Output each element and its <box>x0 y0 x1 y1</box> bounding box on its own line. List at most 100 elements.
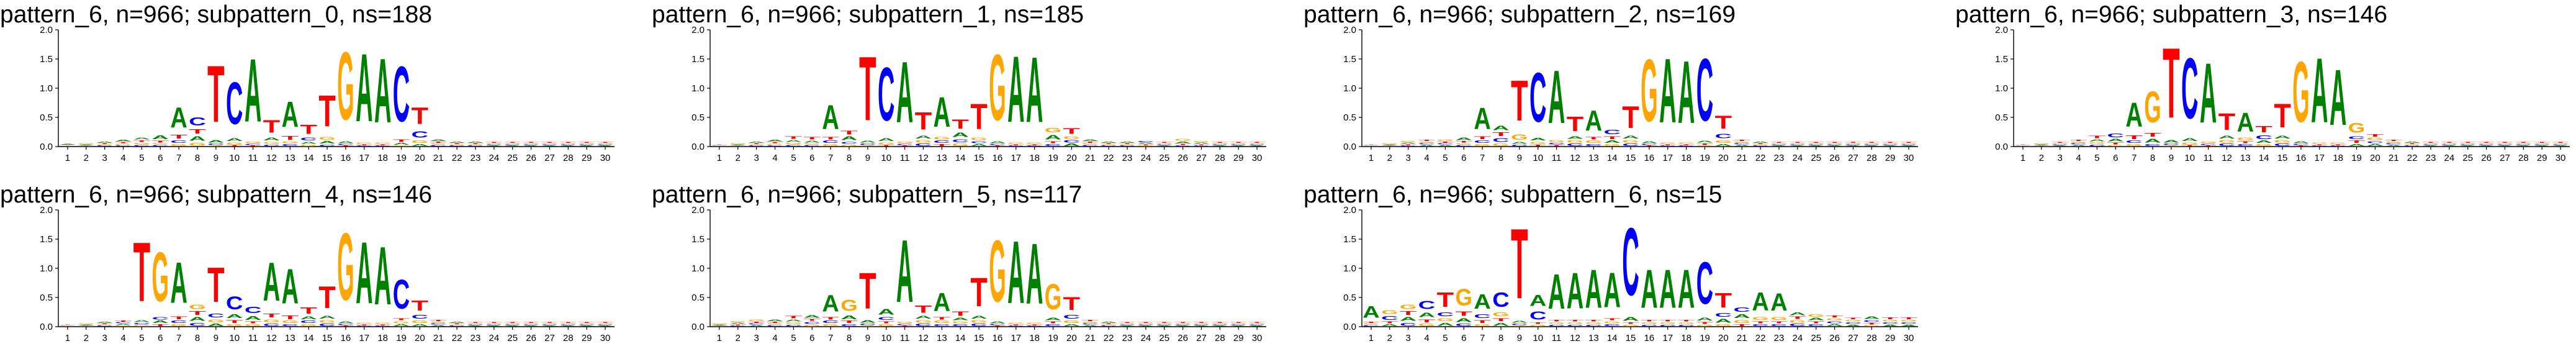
logo-letter-a: A <box>1381 144 1398 145</box>
logo-letter-glyph: G <box>96 324 113 325</box>
logo-letter-g: G <box>2200 142 2217 144</box>
y-tick-label: 1.5 <box>1995 54 2008 65</box>
logo-letter-glyph: A <box>711 324 727 325</box>
logo-letter-c: C <box>263 323 280 327</box>
logo-letter-a: A <box>1529 137 1546 142</box>
logo-letter-g: G <box>1715 324 1732 327</box>
logo-panel-subpattern-4: pattern_6, n=966; subpattern_4, ns=146 0… <box>0 180 621 354</box>
logo-letter-glyph: G <box>934 320 950 324</box>
logo-letter-a: A <box>1752 288 1768 316</box>
y-tick-label: 0.0 <box>691 142 705 152</box>
logo-letter-a: A <box>1082 325 1099 327</box>
logo-letter-glyph: C <box>2292 143 2309 145</box>
logo-letter-c: C <box>282 324 299 327</box>
logo-letter-c: C <box>952 324 968 327</box>
logo-letter-c: C <box>1770 324 1787 327</box>
logo-letter-g: G <box>1845 320 1862 322</box>
logo-letter-glyph: G <box>170 143 187 147</box>
y-tick-label: 1.0 <box>1995 83 2008 94</box>
logo-letter-c: C <box>729 325 746 327</box>
x-tick-label: 6 <box>2113 153 2118 163</box>
logo-letter-a: A <box>170 251 187 316</box>
logo-letter-g: G <box>1678 142 1695 144</box>
logo-letter-glyph: A <box>989 141 1006 144</box>
logo-letter-glyph: A <box>2311 39 2328 142</box>
logo-letter-c: C <box>1900 322 1917 325</box>
logo-letter-glyph: G <box>840 144 857 147</box>
logo-letter-glyph: T <box>1548 145 1565 147</box>
x-tick-label: 27 <box>544 153 555 163</box>
logo-letter-glyph: C <box>2311 145 2328 147</box>
logo-letter-t: T <box>189 311 206 316</box>
logo-letter-glyph: C <box>1456 145 1472 147</box>
logo-letter-glyph: T <box>356 324 373 325</box>
logo-letter-glyph: C <box>970 141 987 144</box>
logo-letter-g: G <box>785 142 802 145</box>
logo-letter-glyph: G <box>578 323 595 324</box>
logo-letter-a: A <box>1548 55 1565 140</box>
logo-letter-glyph: T <box>952 117 969 131</box>
logo-letter-g: G <box>2403 144 2420 145</box>
logo-letter-a: A <box>523 145 539 147</box>
logo-letter-glyph: A <box>152 134 169 140</box>
x-tick-label: 4 <box>120 153 125 163</box>
logo-letter-glyph: C <box>711 326 727 327</box>
logo-letter-t: T <box>318 86 335 136</box>
logo-letter-glyph: G <box>1881 320 1898 322</box>
logo-letter-g: G <box>282 141 299 144</box>
logo-letter-a: A <box>2089 139 2105 142</box>
logo-letter-glyph: C <box>2125 140 2142 144</box>
logo-letter-glyph: A <box>1212 325 1228 327</box>
logo-letter-a: A <box>374 229 391 322</box>
logo-letter-g: G <box>1641 41 1657 141</box>
logo-letter-glyph: T <box>2330 144 2347 145</box>
logo-letter-a: A <box>729 144 746 145</box>
logo-letter-c: C <box>2255 134 2272 140</box>
logo-letter-glyph: G <box>2533 143 2550 144</box>
logo-letter-a: A <box>2014 146 2031 147</box>
x-tick-label: 12 <box>1570 153 1580 163</box>
logo-letter-g: G <box>2033 143 2050 144</box>
x-tick-label: 25 <box>1159 153 1169 163</box>
logo-letter-glyph: G <box>748 319 765 322</box>
x-tick-label: 30 <box>1252 153 1263 163</box>
logo-letter-t: T <box>226 145 243 147</box>
logo-letter-t: T <box>282 314 299 320</box>
logo-letter-c: C <box>1900 144 1917 145</box>
logo-letter-t: T <box>597 142 614 143</box>
logo-letter-glyph: C <box>878 316 894 321</box>
logo-letter-a: A <box>840 314 858 320</box>
logo-letter-a: A <box>1007 223 1024 322</box>
logo-letter-glyph: T <box>859 39 876 140</box>
logo-letter-glyph: G <box>1082 143 1099 145</box>
logo-letter-a: A <box>1752 142 1768 143</box>
logo-letter-g: G <box>412 140 428 143</box>
logo-letter-glyph: G <box>2422 143 2439 144</box>
x-tick-label: 11 <box>248 153 258 163</box>
logo-letter-g: G <box>1511 133 1528 141</box>
logo-letter-glyph: T <box>263 312 281 318</box>
logo-letter-t: T <box>748 322 765 324</box>
logo-letter-glyph: G <box>970 137 987 141</box>
x-tick-label: 20 <box>415 153 425 163</box>
y-tick-label: 1.5 <box>691 54 705 65</box>
logo-letter-t: T <box>1100 323 1117 324</box>
logo-letter-t: T <box>2478 142 2495 143</box>
logo-letter-t: T <box>2441 142 2458 143</box>
logo-letter-c: C <box>1156 144 1173 145</box>
logo-letter-g: G <box>337 32 354 140</box>
logo-letter-a: A <box>318 140 335 144</box>
logo-letter-g: G <box>1063 320 1080 324</box>
x-tick-label: 11 <box>2204 153 2213 163</box>
logo-letter-glyph: A <box>2255 140 2272 144</box>
logo-letter-glyph: A <box>1248 145 1265 147</box>
logo-letter-g: G <box>245 142 261 144</box>
logo-letter-g: G <box>1567 322 1583 325</box>
logo-letter-t: T <box>2255 124 2272 135</box>
x-tick-label: 21 <box>1085 333 1096 343</box>
x-tick-label: 11 <box>900 333 910 343</box>
logo-letter-glyph: T <box>245 321 262 324</box>
logo-letter-c: C <box>523 144 539 145</box>
logo-letter-a: A <box>2070 145 2087 147</box>
logo-letter-a: A <box>1845 145 1862 147</box>
